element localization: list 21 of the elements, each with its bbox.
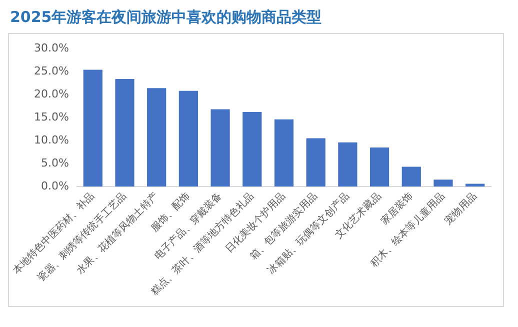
bar [178,90,198,187]
y-tick-label: 15.0% [34,110,69,124]
bar [242,112,262,187]
bar [274,119,294,187]
bar [466,184,485,187]
bar [306,138,326,187]
bar [402,166,421,187]
bar [147,88,166,187]
bar [370,147,390,187]
y-tick-label: 10.0% [34,133,69,146]
bar [338,142,358,187]
y-tick-label: 30.0% [34,41,69,54]
bar [434,180,453,187]
y-tick-label: 5.0% [41,156,69,170]
bar [83,70,102,187]
chart-title: 2025年游客在夜间旅游中喜欢的购物商品类型 [10,8,323,27]
y-tick-label: 0.0% [41,179,69,192]
y-tick-label: 25.0% [34,64,69,78]
bar [210,109,230,187]
y-tick-label: 20.0% [34,87,69,100]
bar [115,78,134,187]
